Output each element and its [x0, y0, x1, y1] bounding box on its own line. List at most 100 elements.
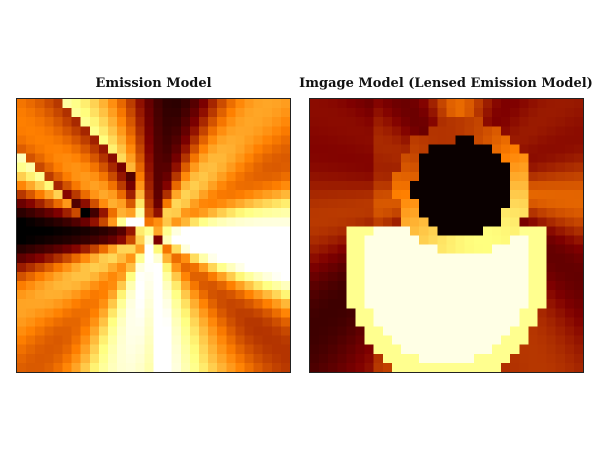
- image-pixel: [573, 362, 583, 372]
- emission-pixel: [135, 162, 145, 172]
- image-pixel: [519, 190, 529, 200]
- image-pixel: [519, 326, 529, 336]
- image-pixel: [473, 244, 484, 254]
- emission-pixel: [89, 99, 100, 109]
- image-pixel: [428, 171, 438, 182]
- emission-pixel: [244, 217, 254, 227]
- emission-pixel: [126, 190, 136, 200]
- emission-pixel: [171, 217, 181, 227]
- image-pixel: [428, 180, 438, 191]
- image-pixel: [346, 281, 356, 291]
- image-pixel: [492, 308, 502, 318]
- image-pixel: [464, 308, 474, 318]
- emission-pixel: [153, 317, 163, 327]
- emission-pixel: [35, 299, 45, 309]
- emission-pixel: [171, 208, 181, 218]
- emission-pixel: [44, 290, 54, 300]
- emission-pixel: [235, 99, 245, 109]
- image-pixel: [410, 162, 420, 172]
- emission-pixel: [98, 208, 109, 218]
- emission-pixel: [71, 253, 81, 263]
- image-pixel: [355, 171, 365, 182]
- emission-pixel: [180, 299, 191, 309]
- emission-pixel: [98, 226, 109, 236]
- emission-pixel: [44, 217, 54, 227]
- image-pixel: [355, 353, 365, 364]
- image-pixel: [382, 281, 393, 291]
- emission-pixel: [144, 162, 154, 172]
- image-pixel: [364, 208, 374, 218]
- emission-pixel: [126, 281, 136, 291]
- emission-pixel: [35, 235, 45, 245]
- image-pixel: [482, 153, 493, 163]
- emission-pixel: [171, 299, 181, 309]
- emission-pixel: [271, 171, 282, 182]
- emission-pixel: [271, 271, 282, 282]
- image-pixel: [492, 290, 502, 300]
- image-pixel: [328, 162, 338, 172]
- image-pixel: [492, 262, 502, 273]
- emission-pixel: [108, 281, 118, 291]
- emission-pixel: [44, 162, 54, 172]
- emission-pixel: [153, 99, 163, 109]
- image-pixel: [319, 171, 329, 182]
- image-pixel: [501, 326, 511, 336]
- image-pixel: [555, 226, 565, 236]
- emission-pixel: [217, 281, 227, 291]
- emission-pixel: [253, 326, 263, 336]
- emission-pixel: [180, 144, 191, 154]
- image-pixel: [428, 162, 438, 172]
- image-pixel: [528, 244, 538, 254]
- image-pixel: [528, 144, 538, 154]
- emission-pixel: [62, 162, 72, 172]
- emission-pixel: [80, 180, 90, 191]
- emission-pixel: [71, 308, 81, 318]
- image-pixel: [519, 199, 529, 209]
- image-pixel: [564, 271, 575, 282]
- image-pixel: [428, 108, 438, 118]
- image-pixel: [419, 308, 429, 318]
- emission-pixel: [53, 271, 63, 282]
- image-pixel: [401, 190, 411, 200]
- emission-pixel: [244, 117, 254, 127]
- image-pixel: [373, 281, 383, 291]
- image-pixel: [555, 108, 565, 118]
- image-pixel: [355, 262, 365, 273]
- image-pixel: [319, 353, 329, 364]
- emission-pixel: [189, 190, 200, 200]
- emission-pixel: [108, 326, 118, 336]
- emission-pixel: [271, 344, 282, 354]
- emission-pixel: [244, 135, 254, 145]
- image-pixel: [446, 135, 456, 145]
- image-pixel: [528, 235, 538, 245]
- emission-pixel: [144, 353, 154, 364]
- image-pixel: [346, 262, 356, 273]
- image-pixel: [346, 353, 356, 364]
- emission-pixel: [244, 308, 254, 318]
- image-pixel: [428, 226, 438, 236]
- image-pixel: [391, 335, 402, 345]
- emission-pixel: [199, 153, 209, 163]
- image-pixel: [346, 162, 356, 172]
- image-pixel: [437, 299, 447, 309]
- image-pixel: [346, 217, 356, 227]
- emission-pixel: [98, 308, 109, 318]
- image-pixel: [464, 344, 474, 354]
- emission-pixel: [62, 117, 72, 127]
- image-pixel: [328, 281, 338, 291]
- emission-pixel: [108, 226, 118, 236]
- emission-pixel: [126, 199, 136, 209]
- image-pixel: [492, 199, 502, 209]
- image-pixel: [373, 180, 383, 191]
- image-pixel: [410, 117, 420, 127]
- emission-pixel: [253, 235, 263, 245]
- emission-pixel: [17, 271, 27, 282]
- emission-pixel: [62, 244, 72, 254]
- image-pixel: [537, 308, 547, 318]
- emission-pixel: [35, 217, 45, 227]
- emission-pixel: [153, 335, 163, 345]
- image-pixel: [473, 162, 484, 172]
- image-pixel: [382, 362, 393, 372]
- image-pixel: [364, 144, 374, 154]
- image-pixel: [346, 326, 356, 336]
